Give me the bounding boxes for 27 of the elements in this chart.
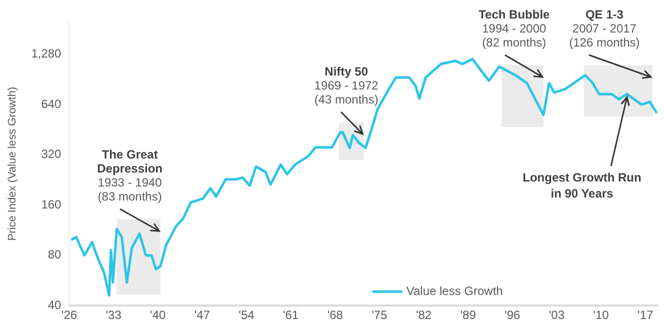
y-axis-title: Price Index (Value less Growth) [6, 86, 19, 241]
y-tick-label: 1,280 [31, 46, 62, 61]
legend-label: Value less Growth [406, 284, 503, 298]
band-label: QE 1-3 2007 - 2017 (126 months) [569, 8, 640, 50]
band-label: Tech Bubble 1994 - 2000 (82 months) [478, 8, 550, 50]
x-tick-label: '54 [238, 308, 255, 322]
y-tick-label: 160 [41, 197, 62, 212]
x-tick-label: '17 [638, 308, 654, 322]
x-tick-label: '10 [593, 308, 610, 322]
band-label: The Great Depression 1933 - 1940 (83 months) [97, 147, 162, 204]
y-tick-label: 320 [41, 147, 62, 162]
x-tick-label: '03 [548, 308, 565, 322]
x-tick-label: '47 [194, 308, 210, 322]
band-label: Nifty 50 1969 - 1972 (43 months) [314, 64, 379, 107]
x-tick-label: '96 [504, 308, 521, 322]
x-tick-label: '68 [327, 308, 344, 322]
x-tick-label: '75 [372, 308, 388, 322]
y-tick-label: 40 [48, 298, 62, 312]
x-tick-label: '82 [416, 308, 432, 322]
x-tick-label: '89 [460, 308, 476, 322]
y-tick-label: 640 [41, 96, 62, 111]
x-tick-label: '26 [61, 308, 78, 322]
x-tick-label: '33 [106, 308, 122, 322]
x-tick-label: '61 [282, 308, 299, 322]
annotation: Longest Growth Run in 90 Years [522, 170, 642, 200]
y-tick-label: 80 [48, 248, 62, 262]
x-tick-label: '40 [150, 308, 166, 322]
